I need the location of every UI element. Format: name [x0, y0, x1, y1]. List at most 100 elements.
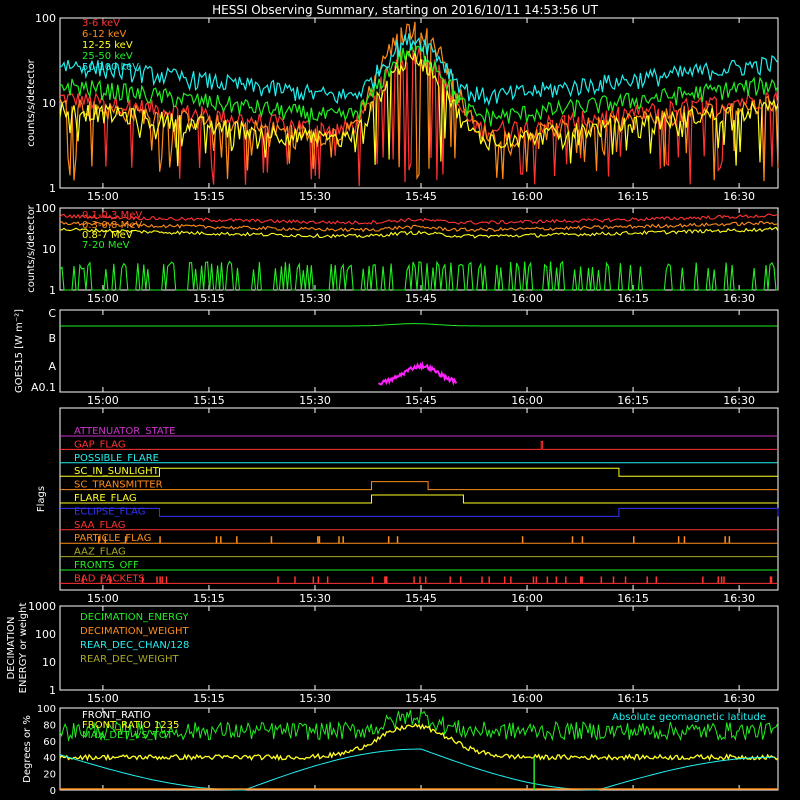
series-line-2	[59, 50, 779, 167]
flag-label: GAP_FLAG	[74, 439, 126, 450]
time-tick-label: 16:30	[723, 692, 755, 705]
time-tick-label: 16:30	[723, 394, 755, 407]
time-tick-label: 16:00	[511, 692, 543, 705]
legend-entry: 25-50 keV	[82, 51, 133, 62]
legend-entry: 0.1-0.3 MeV	[82, 210, 142, 221]
time-tick-label: 16:00	[511, 592, 543, 605]
time-tick-label: 15:00	[87, 592, 119, 605]
series-line-3	[59, 43, 779, 127]
y-axis-label: ENERGY or weight	[18, 603, 29, 694]
time-tick-label: 15:15	[193, 190, 225, 203]
y-tick-label: 20	[43, 770, 56, 781]
y-tick-label: 100	[35, 202, 56, 215]
time-tick-label: 15:45	[405, 394, 437, 407]
y-tick-label: 100	[35, 12, 56, 25]
legend-entry: FRONT_RATIO	[82, 710, 151, 721]
hxr-count-panel: 15:00 15:15 15:30 15:45 16:00 16:15 16:30 1 10 10…	[26, 12, 779, 203]
legend-entry: 0.8-7 MeV	[82, 230, 133, 241]
series-line-0	[59, 213, 779, 225]
time-tick-label: 16:15	[617, 592, 649, 605]
time-tick-label: 15:45	[405, 292, 437, 305]
time-tick-label: 15:00	[87, 292, 119, 305]
time-tick-label: 16:30	[723, 592, 755, 605]
time-tick-label: 15:15	[193, 692, 225, 705]
time-tick-label: 16:00	[511, 190, 543, 203]
time-tick-label: 15:30	[299, 292, 331, 305]
legend-entry: 50-100 keV	[82, 62, 139, 73]
flag-trace	[60, 507, 779, 517]
y-tick-label: 1	[49, 284, 56, 297]
time-tick-label: 16:00	[511, 292, 543, 305]
geomagnetic-latitude-line	[59, 748, 775, 791]
flag-label: SC_TRANSMITTER	[74, 480, 163, 491]
series-line-2	[59, 226, 779, 239]
panel-frame	[59, 605, 779, 691]
time-tick-label: 15:30	[299, 692, 331, 705]
y-tick-label: 100	[35, 628, 56, 641]
y-tick-label: A0.1	[31, 381, 56, 394]
y-tick-label: 1	[49, 684, 56, 697]
y-axis-label: counts/s/detector	[26, 58, 37, 146]
time-tick-label: 16:30	[723, 190, 755, 203]
flag-label: SC_IN_SUNLIGHT	[74, 466, 160, 477]
legend-entry: 6-12 keV	[82, 29, 126, 40]
y-axis-label: Flags	[36, 486, 47, 512]
goes-short-line	[377, 360, 458, 387]
flag-label: SAA_FLAG	[74, 520, 125, 531]
panel-frame	[59, 309, 779, 393]
y-tick-label: 0	[50, 786, 56, 797]
legend-entry: 12-25 keV	[82, 40, 133, 51]
y-tick-label: 1000	[28, 600, 56, 613]
time-tick-label: 15:00	[87, 190, 119, 203]
legend-entry: REAR_DEC_WEIGHT	[80, 654, 179, 665]
time-tick-label: 15:30	[299, 394, 331, 407]
time-tick-label: 15:30	[299, 592, 331, 605]
flag-label: AAZ_FLAG	[74, 547, 126, 558]
goes-long-line	[60, 323, 778, 327]
flag-trace	[60, 467, 778, 477]
legend-entry: REAR_DEC_CHAN/128	[80, 640, 189, 651]
time-tick-label: 15:15	[193, 292, 225, 305]
time-tick-label: 15:00	[87, 394, 119, 407]
y-axis-label: Degrees or %	[22, 715, 33, 783]
time-tick-label: 15:45	[405, 592, 437, 605]
figure-title: HESSI Observing Summary, starting on 201…	[212, 3, 598, 17]
time-tick-label: 16:15	[617, 292, 649, 305]
legend-entry: 3-6 keV	[82, 18, 120, 29]
time-tick-label: 15:30	[299, 190, 331, 203]
series-line-3	[59, 260, 778, 291]
y-tick-label: 80	[43, 720, 56, 731]
panel-frame	[59, 407, 779, 591]
y-tick-label: 10	[42, 97, 56, 110]
y-tick-label: A	[48, 360, 56, 373]
y-tick-label: C	[48, 307, 56, 320]
latitude-annotation: Absolute geomagnetic latitude	[612, 712, 766, 723]
y-tick-label: B	[48, 332, 56, 345]
legend-entry: 0.3-0.8 MeV	[82, 220, 142, 231]
flag-label: PARTICLE_FLAG	[74, 533, 151, 544]
series-line-1	[60, 221, 779, 233]
time-tick-label: 15:45	[405, 190, 437, 203]
time-tick-label: 15:15	[193, 394, 225, 407]
y-tick-label: 10	[42, 243, 56, 256]
y-tick-label: 1	[49, 182, 56, 195]
panel-frame	[59, 207, 779, 291]
decimation-panel: 15:00 15:15 15:30 15:45 16:00 16:15 16:30 1 10 10…	[6, 600, 779, 705]
legend-entry: DECIMATION_WEIGHT	[80, 626, 189, 637]
y-tick-label: 100	[37, 704, 56, 715]
front-ratio-1235-line	[59, 722, 779, 762]
flag-trace	[60, 440, 778, 450]
flag-label: POSSIBLE_FLARE	[74, 453, 159, 464]
legend-entry: DECIMATION_ENERGY	[80, 612, 189, 623]
time-tick-label: 16:15	[617, 692, 649, 705]
y-tick-label: 40	[43, 753, 56, 764]
legend-entry: MAX_DET_VS_TOT	[82, 730, 174, 741]
time-tick-label: 16:30	[723, 292, 755, 305]
y-axis-label: GOES15 [W m⁻²]	[14, 309, 25, 393]
flag-label: ATTENUATOR_STATE	[74, 426, 175, 437]
gamma-count-panel: 15:00 15:15 15:30 15:45 16:00 16:15 16:30 1 10 10…	[26, 202, 779, 305]
flag-label: ECLIPSE_FLAG	[74, 506, 145, 517]
legend-entry: FRONT_RATIO 1235	[82, 720, 179, 731]
time-tick-label: 16:15	[617, 394, 649, 407]
